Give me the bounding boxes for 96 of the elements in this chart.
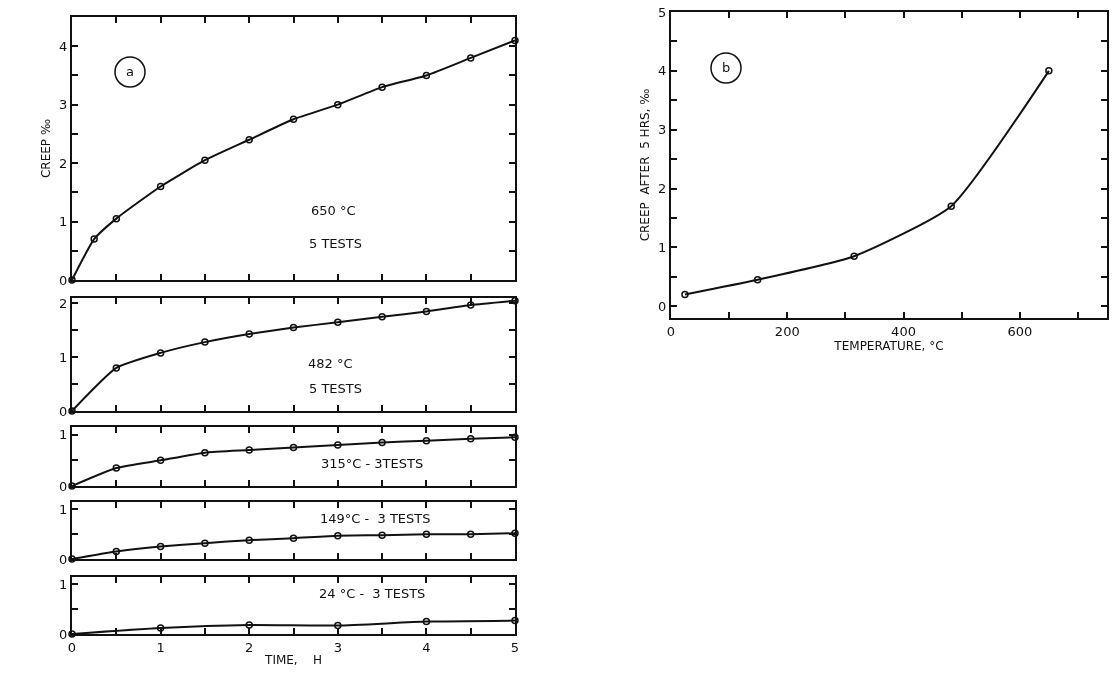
point	[112, 364, 121, 372]
x-axis-title: TIME, H	[264, 653, 322, 667]
point	[112, 464, 121, 472]
point	[201, 539, 209, 547]
y-tick-label: 2	[59, 295, 68, 311]
point	[334, 621, 342, 630]
y-tick-label: 1	[59, 214, 68, 230]
point	[422, 530, 431, 538]
x-tick-label: 3	[333, 639, 342, 655]
point	[334, 100, 342, 109]
point	[68, 482, 76, 490]
point	[289, 115, 298, 124]
point	[511, 36, 519, 45]
point	[289, 534, 298, 542]
point	[1045, 67, 1053, 75]
annotation: 149°C - 3 TESTS	[320, 511, 431, 526]
annotation: a	[126, 64, 134, 79]
point	[947, 202, 955, 210]
point	[511, 433, 519, 442]
point	[334, 318, 342, 326]
point	[156, 456, 165, 465]
point	[378, 531, 386, 539]
point	[245, 330, 253, 338]
annotation: 5 TESTS	[309, 236, 363, 251]
y-axis-title: CREEP ‰	[38, 118, 53, 179]
point	[156, 182, 165, 191]
annotation: b	[722, 60, 731, 75]
y-tick-label: 0	[59, 626, 68, 642]
point	[681, 290, 689, 299]
point	[511, 529, 519, 537]
point	[466, 530, 475, 538]
point	[245, 621, 253, 629]
point	[245, 536, 253, 544]
point	[90, 235, 98, 243]
x-axis-title: TEMPERATURE, °C	[833, 338, 944, 353]
y-tick-label: 0	[59, 551, 68, 567]
point	[378, 83, 386, 91]
y-tick-label: 0	[59, 403, 68, 419]
point	[850, 252, 858, 260]
point	[466, 435, 475, 443]
y-tick-label: 1	[59, 349, 68, 365]
x-tick-label: 1	[156, 639, 165, 655]
y-tick-label: 2	[658, 181, 667, 197]
y-tick-label: 4	[658, 63, 667, 79]
y-tick-label: 1	[658, 239, 667, 255]
x-tick-label: 4	[422, 639, 431, 655]
y-tick-label: 3	[59, 97, 68, 113]
x-tick-label: 2	[245, 639, 254, 655]
annotation: 650 °C	[311, 203, 356, 218]
y-tick-label: 2	[59, 155, 68, 171]
point	[422, 71, 431, 80]
point	[245, 446, 253, 454]
annotation: 315°C - 3TESTS	[321, 456, 424, 471]
annotation: 5 TESTS	[309, 381, 363, 396]
point	[289, 443, 298, 452]
y-tick-label: 0	[658, 298, 667, 314]
point	[68, 555, 76, 563]
point	[68, 276, 76, 284]
y-tick-label: 1	[59, 576, 68, 592]
point	[466, 54, 475, 62]
point	[422, 437, 431, 445]
point	[289, 323, 298, 332]
point	[112, 547, 121, 556]
y-axis-title: CREEP AFTER 5 HRS, ‰	[637, 88, 652, 242]
x-tick-label: 5	[510, 639, 520, 655]
point	[245, 135, 253, 144]
point	[201, 448, 209, 457]
x-tick-label: 400	[891, 323, 916, 339]
point	[422, 617, 431, 626]
y-tick-label: 4	[59, 38, 68, 54]
y-tick-label: 0	[59, 478, 68, 494]
point	[334, 441, 342, 449]
point	[156, 542, 165, 551]
point	[201, 338, 209, 346]
point	[201, 156, 209, 164]
point	[378, 438, 386, 447]
point	[68, 407, 76, 415]
point	[378, 313, 386, 321]
point	[68, 630, 76, 638]
y-tick-label: 1	[59, 427, 68, 443]
point	[334, 531, 342, 540]
point	[753, 276, 762, 284]
y-tick-label: 3	[658, 122, 667, 138]
y-tick-label: 1	[59, 501, 68, 517]
point	[422, 307, 431, 316]
x-tick-label: 200	[774, 323, 800, 339]
y-tick-label: 0	[59, 272, 68, 288]
point	[466, 301, 475, 309]
point	[112, 214, 121, 223]
y-tick-label: 5	[658, 4, 667, 20]
annotation: 24 °C - 3 TESTS	[319, 586, 426, 601]
annotation: 482 °C	[308, 356, 353, 371]
x-tick-label: 600	[1007, 323, 1033, 339]
point	[156, 624, 165, 632]
point	[156, 349, 165, 357]
point	[511, 616, 519, 625]
